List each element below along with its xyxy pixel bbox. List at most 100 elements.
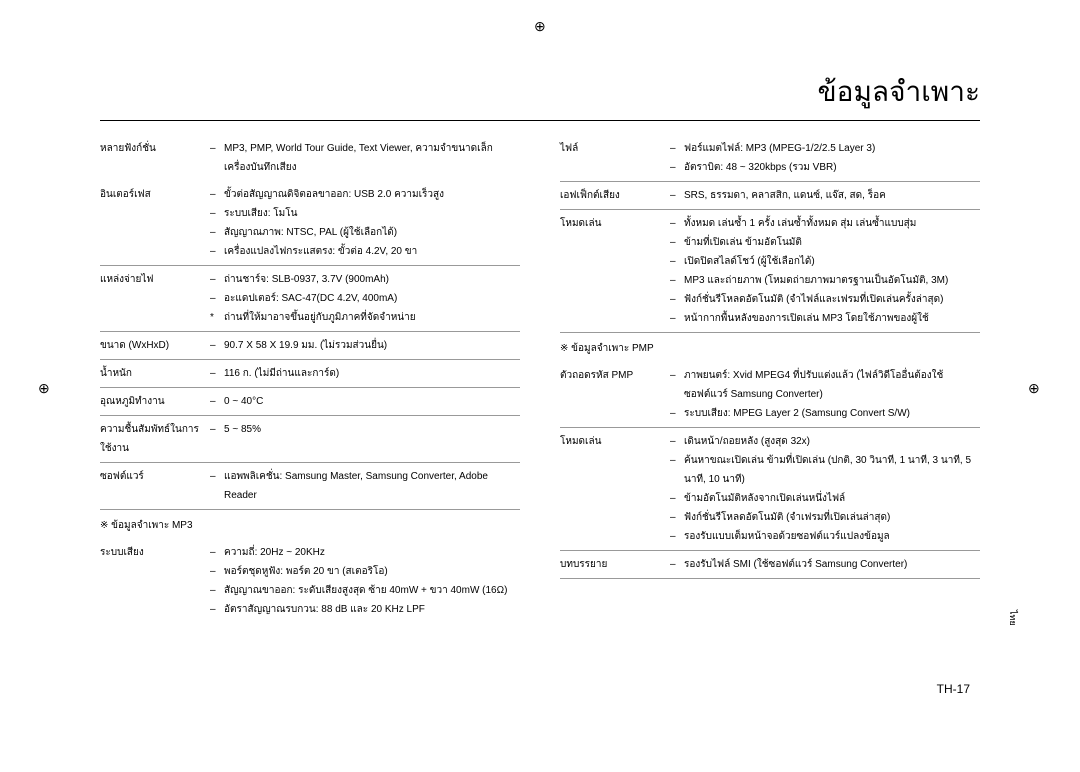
dash-icon: – [670, 214, 684, 233]
left-column: หลายฟังก์ชั่น–MP3, PMP, World Tour Guide… [100, 135, 520, 623]
spec-value-text: พอร์ตชุดหูฟัง: พอร์ต 20 ขา (สเตอริโอ) [224, 562, 388, 581]
spec-value-text: อัตราสัญญาณรบกวน: 88 dB และ 20 KHz LPF [224, 600, 425, 619]
spec-label: ความชื้นสัมพัทธ์ในการใช้งาน [100, 420, 210, 458]
spec-value-text: ฟังก์ชั่นรีโหลดอัตโนมัติ (จำไฟล์และเฟรมท… [684, 290, 943, 309]
dash-icon: – [670, 404, 684, 423]
spec-value-text: MP3 และถ่ายภาพ (โหมดถ่ายภาพมาตรฐานเป็นอั… [684, 271, 948, 290]
spec-row: ตัวถอดรหัส PMP–ภาพยนตร์: Xvid MPEG4 ที่ป… [560, 362, 980, 428]
spec-value-text: ความถี่: 20Hz ~ 20KHz [224, 543, 325, 562]
spec-label: อินเตอร์เฟส [100, 185, 210, 261]
page-number: TH-17 [937, 682, 970, 696]
spec-row: อินเตอร์เฟส–ขั้วต่อสัญญาณดิจิตอลขาออก: U… [100, 181, 520, 266]
spec-row: น้ำหนัก–116 ก. (ไม่มีถ่านและการ์ด) [100, 360, 520, 388]
side-tab: ไทย [1006, 610, 1020, 626]
dash-icon: – [670, 489, 684, 508]
spec-row: ความชื้นสัมพัทธ์ในการใช้งาน–5 ~ 85% [100, 416, 520, 463]
spec-value-text: ขั้วต่อสัญญาณดิจิตอลขาออก: USB 2.0 ความเ… [224, 185, 444, 204]
dash-icon: – [670, 233, 684, 252]
dash-icon: – [670, 139, 684, 158]
dash-icon: – [670, 186, 684, 205]
section-subhead: ※ ข้อมูลจำเพาะ PMP [560, 333, 980, 362]
spec-row: ระบบเสียง–ความถี่: 20Hz ~ 20KHz–พอร์ตชุด… [100, 539, 520, 623]
spec-value-text: อัตราบิต: 48 ~ 320kbps (รวม VBR) [684, 158, 837, 177]
dash-icon: – [670, 290, 684, 309]
dash-icon: – [670, 527, 684, 546]
spec-values: –ภาพยนตร์: Xvid MPEG4 ที่ปรับแต่งแล้ว (ไ… [670, 366, 980, 423]
spec-label: น้ำหนัก [100, 364, 210, 383]
spec-values: –116 ก. (ไม่มีถ่านและการ์ด) [210, 364, 520, 383]
spec-values: –ความถี่: 20Hz ~ 20KHz–พอร์ตชุดหูฟัง: พอ… [210, 543, 520, 619]
spec-row: แหล่งจ่ายไฟ–ถ่านชาร์จ: SLB-0937, 3.7V (9… [100, 266, 520, 332]
spec-label: แหล่งจ่ายไฟ [100, 270, 210, 327]
spec-value-text: ทั้งหมด เล่นซ้ำ 1 ครั้ง เล่นซ้ำทั้งหมด ส… [684, 214, 916, 233]
spec-row: เอฟเฟ็กต์เสียง–SRS, ธรรมดา, คลาสสิก, แดน… [560, 182, 980, 210]
spec-label: ไฟล์ [560, 139, 670, 177]
spec-value-text: 116 ก. (ไม่มีถ่านและการ์ด) [224, 364, 339, 383]
dash-icon: – [210, 270, 224, 289]
spec-row: โหมดเล่น–ทั้งหมด เล่นซ้ำ 1 ครั้ง เล่นซ้ำ… [560, 210, 980, 333]
dash-icon: – [670, 271, 684, 290]
spec-value-text: เดินหน้า/ถอยหลัง (สูงสุด 32x) [684, 432, 810, 451]
dash-icon: – [210, 467, 224, 505]
spec-value-text: สัญญาณภาพ: NTSC, PAL (ผู้ใช้เลือกได้) [224, 223, 397, 242]
dash-icon: – [210, 139, 224, 177]
spec-row: ซอฟต์แวร์–แอพพลิเคชั่น: Samsung Master, … [100, 463, 520, 510]
spec-value-text: ฟังก์ชั่นรีโหลดอัตโนมัติ (จำเฟรมที่เปิดเ… [684, 508, 890, 527]
spec-values: –ถ่านชาร์จ: SLB-0937, 3.7V (900mAh)–อะแด… [210, 270, 520, 327]
spec-value-text: ค้นหาขณะเปิดเล่น ข้ามที่เปิดเล่น (ปกติ, … [684, 451, 980, 489]
dash-icon: – [210, 543, 224, 562]
spec-label: ตัวถอดรหัส PMP [560, 366, 670, 423]
dash-icon: – [670, 158, 684, 177]
registration-mark-top: ⊕ [534, 18, 546, 35]
spec-values: –เดินหน้า/ถอยหลัง (สูงสุด 32x)–ค้นหาขณะเ… [670, 432, 980, 546]
dash-icon: – [670, 451, 684, 489]
spec-values: –รองรับไฟล์ SMI (ใช้ซอฟต์แวร์ Samsung Co… [670, 555, 980, 574]
spec-values: –แอพพลิเคชั่น: Samsung Master, Samsung C… [210, 467, 520, 505]
spec-label: อุณหภูมิทำงาน [100, 392, 210, 411]
dash-icon: – [210, 336, 224, 355]
dash-icon: – [210, 242, 224, 261]
dash-icon: – [670, 555, 684, 574]
spec-value-text: 90.7 X 58 X 19.9 มม. (ไม่รวมส่วนยื่น) [224, 336, 387, 355]
spec-value-text: ระบบเสียง: MPEG Layer 2 (Samsung Convert… [684, 404, 910, 423]
spec-value-text: เปิดปิดสไลด์โชว์ (ผู้ใช้เลือกได้) [684, 252, 815, 271]
spec-value-text: ภาพยนตร์: Xvid MPEG4 ที่ปรับแต่งแล้ว (ไฟ… [684, 366, 980, 404]
spec-value-text: SRS, ธรรมดา, คลาสสิก, แดนซ์, แจ๊ส, สด, ร… [684, 186, 886, 205]
spec-value-text: รองรับแบบเต็มหน้าจอด้วยซอฟต์แวร์แปลงข้อม… [684, 527, 890, 546]
dash-icon: – [210, 420, 224, 439]
dash-icon: – [670, 432, 684, 451]
spec-label: หลายฟังก์ชั่น [100, 139, 210, 177]
section-subhead: ※ ข้อมูลจำเพาะ MP3 [100, 510, 520, 539]
registration-mark-left: ⊕ [38, 380, 50, 397]
spec-value-text: ระบบเสียง: โมโน [224, 204, 297, 223]
dash-icon: – [670, 309, 684, 328]
spec-values: –ทั้งหมด เล่นซ้ำ 1 ครั้ง เล่นซ้ำทั้งหมด … [670, 214, 980, 328]
spec-values: –5 ~ 85% [210, 420, 520, 458]
spec-footnote: ถ่านที่ให้มาอาจขึ้นอยู่กับภูมิภาคที่จัดจ… [224, 308, 416, 327]
spec-label: ขนาด (WxHxD) [100, 336, 210, 355]
spec-value-text: สัญญาณขาออก: ระดับเสียงสูงสุด ซ้าย 40mW … [224, 581, 507, 600]
spec-label: ซอฟต์แวร์ [100, 467, 210, 505]
dash-icon: – [210, 562, 224, 581]
dash-icon: – [210, 600, 224, 619]
spec-label: บทบรรยาย [560, 555, 670, 574]
spec-value-text: ข้ามอัตโนมัติหลังจากเปิดเล่นหนึ่งไฟล์ [684, 489, 845, 508]
spec-values: –0 ~ 40°C [210, 392, 520, 411]
spec-label: โหมดเล่น [560, 432, 670, 546]
spec-values: –90.7 X 58 X 19.9 มม. (ไม่รวมส่วนยื่น) [210, 336, 520, 355]
spec-values: –MP3, PMP, World Tour Guide, Text Viewer… [210, 139, 520, 177]
spec-value-text: MP3, PMP, World Tour Guide, Text Viewer,… [224, 139, 520, 177]
spec-value-text: เครื่องแปลงไฟกระแสตรง: ขั้วต่อ 4.2V, 20 … [224, 242, 417, 261]
spec-row: บทบรรยาย–รองรับไฟล์ SMI (ใช้ซอฟต์แวร์ Sa… [560, 551, 980, 579]
spec-row: หลายฟังก์ชั่น–MP3, PMP, World Tour Guide… [100, 135, 520, 181]
spec-row: อุณหภูมิทำงาน–0 ~ 40°C [100, 388, 520, 416]
dash-icon: – [210, 392, 224, 411]
asterisk-icon: * [210, 308, 224, 327]
spec-value-text: รองรับไฟล์ SMI (ใช้ซอฟต์แวร์ Samsung Con… [684, 555, 907, 574]
spec-value-text: อะแดปเตอร์: SAC-47(DC 4.2V, 400mA) [224, 289, 397, 308]
dash-icon: – [210, 185, 224, 204]
page-content: ข้อมูลจำเพาะ หลายฟังก์ชั่น–MP3, PMP, Wor… [100, 70, 980, 623]
spec-label: ระบบเสียง [100, 543, 210, 619]
spec-value-text: แอพพลิเคชั่น: Samsung Master, Samsung Co… [224, 467, 520, 505]
page-title: ข้อมูลจำเพาะ [100, 70, 980, 121]
